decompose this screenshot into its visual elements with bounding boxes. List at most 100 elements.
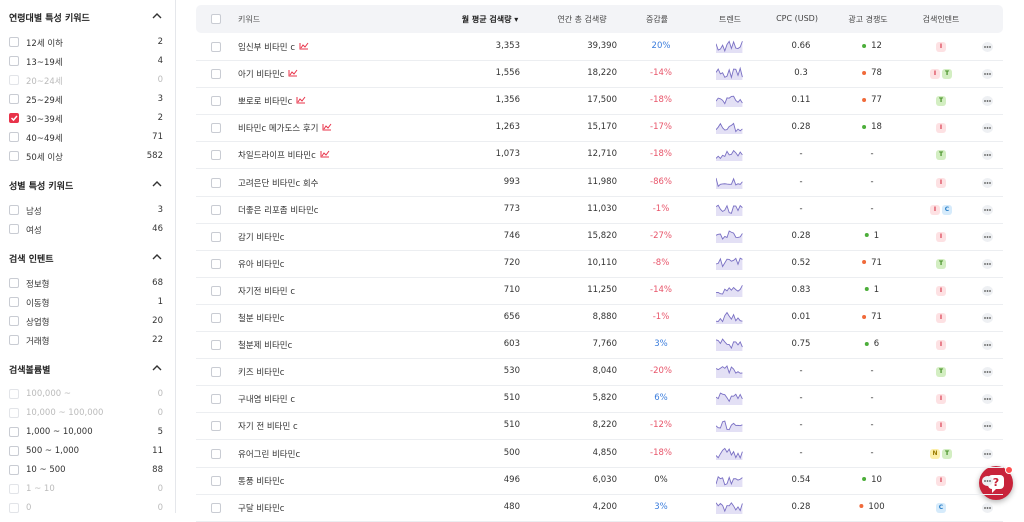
competition-dot (864, 341, 869, 346)
checkbox[interactable] (9, 446, 19, 456)
more-button[interactable] (982, 150, 993, 161)
change-rate: -14% (650, 68, 672, 79)
keyword[interactable]: 더좋은 리포좀 비타민c (238, 205, 319, 216)
checkbox[interactable] (9, 465, 19, 475)
column-header[interactable]: 검색인텐트 (922, 15, 960, 24)
checkbox[interactable] (9, 37, 19, 47)
keyword[interactable]: 철분 비타민c (238, 314, 285, 324)
column-header[interactable]: 증감률 (645, 15, 669, 24)
checkbox[interactable] (9, 132, 19, 142)
checkbox[interactable] (211, 258, 221, 269)
row-divider (196, 493, 1003, 495)
column-header[interactable]: 광고 경쟁도 (848, 15, 888, 24)
column-header[interactable]: CPC (USD) (776, 14, 818, 23)
keyword[interactable]: 구내염 비타민 c (238, 395, 295, 406)
more-button[interactable] (982, 313, 993, 323)
more-button[interactable] (982, 502, 993, 513)
annual-volume: 6,030 (592, 474, 617, 485)
more-button[interactable] (982, 258, 993, 269)
checkbox[interactable] (9, 427, 19, 437)
section-title: 성별 특성 키워드 (9, 182, 74, 192)
checkbox[interactable] (211, 150, 221, 161)
keyword[interactable]: 뽀로로 비타민c (238, 95, 306, 107)
checkbox[interactable] (211, 14, 221, 24)
checkbox[interactable] (9, 94, 19, 104)
filter-count: 5 (157, 427, 163, 437)
checkbox[interactable] (211, 177, 221, 188)
checkbox[interactable] (211, 123, 221, 134)
checkbox[interactable] (9, 335, 19, 345)
checkbox[interactable] (9, 113, 19, 123)
checkbox[interactable] (211, 204, 221, 215)
checkbox[interactable] (9, 297, 19, 307)
more-button[interactable] (982, 123, 993, 134)
keyword[interactable]: 자기전 비타민 c (238, 286, 295, 297)
column-header[interactable]: 키워드 (238, 15, 261, 24)
checkbox[interactable] (9, 56, 19, 66)
checkbox[interactable] (211, 421, 221, 432)
more-button[interactable] (982, 69, 993, 80)
collapse-chevron[interactable] (152, 180, 162, 191)
checkbox[interactable] (9, 278, 19, 288)
checkbox[interactable] (211, 69, 221, 80)
competition-dot (862, 70, 867, 75)
more-button[interactable] (982, 42, 993, 52)
checkbox[interactable] (211, 448, 221, 459)
column-header[interactable]: 월 평균 검색량 ▾ (461, 15, 519, 24)
keyword[interactable]: 키즈 비타민c (238, 368, 285, 379)
checkbox[interactable] (211, 231, 221, 242)
competition-dot (859, 504, 864, 509)
keyword[interactable]: 고려은단 비타민c 회수 (238, 178, 319, 189)
filter-count: 0 (157, 389, 163, 399)
more-button[interactable] (982, 285, 993, 296)
annual-volume: 11,250 (587, 284, 617, 295)
keyword[interactable]: 자기 전 비타민 c (238, 422, 298, 433)
table-header-bg (196, 5, 1003, 33)
more-button[interactable] (982, 448, 993, 459)
checkbox[interactable] (9, 205, 19, 215)
more-button[interactable] (982, 177, 993, 188)
more-button[interactable] (982, 204, 993, 215)
intent-badge: I (936, 475, 946, 486)
keyword[interactable]: 통풍 비타민c (238, 476, 285, 487)
more-button[interactable] (982, 367, 993, 378)
keyword[interactable]: 유아 비타민c (238, 259, 285, 270)
checkbox[interactable] (211, 394, 221, 405)
keyword[interactable]: 철분제 비타민c (238, 341, 293, 352)
checkbox[interactable] (211, 42, 221, 52)
more-button[interactable] (982, 394, 993, 405)
more-button[interactable] (982, 421, 993, 432)
checkbox[interactable] (211, 285, 221, 296)
trending-icon (295, 42, 309, 53)
more-button[interactable] (982, 475, 993, 486)
checkbox[interactable] (211, 475, 221, 486)
keyword[interactable]: 감기 비타민c (238, 232, 285, 243)
keyword[interactable]: 구달 비타민c (238, 503, 285, 514)
checkbox[interactable] (211, 313, 221, 323)
collapse-chevron[interactable] (152, 12, 162, 23)
chevron-icon (152, 13, 162, 19)
collapse-chevron[interactable] (152, 253, 162, 264)
checkbox[interactable] (9, 316, 19, 326)
keyword[interactable]: 아기 비타민c (238, 68, 298, 80)
checkbox[interactable] (211, 340, 221, 351)
filter-label: 500 ~ 1,000 (26, 446, 80, 456)
more-button[interactable] (982, 340, 993, 351)
column-header[interactable]: 트렌드 (718, 15, 742, 24)
keyword[interactable]: 차일드라이프 비타민c (238, 149, 330, 161)
checkbox[interactable] (211, 502, 221, 513)
checkbox[interactable] (211, 367, 221, 378)
checkbox[interactable] (9, 224, 19, 234)
collapse-chevron[interactable] (152, 364, 162, 375)
more-button[interactable] (982, 231, 993, 242)
filter-count: 4 (157, 56, 163, 66)
more-button[interactable] (982, 96, 993, 107)
keyword[interactable]: 유어그린 비타민c (238, 449, 301, 460)
checkbox[interactable] (9, 151, 19, 161)
column-header[interactable]: 연간 총 검색량 (557, 15, 607, 24)
keyword[interactable]: 임신부 비타민 c (238, 41, 309, 53)
checkbox[interactable] (211, 96, 221, 107)
keyword[interactable]: 비타민c 메가도스 후기 (238, 122, 332, 134)
trend-sparkline (715, 202, 744, 219)
